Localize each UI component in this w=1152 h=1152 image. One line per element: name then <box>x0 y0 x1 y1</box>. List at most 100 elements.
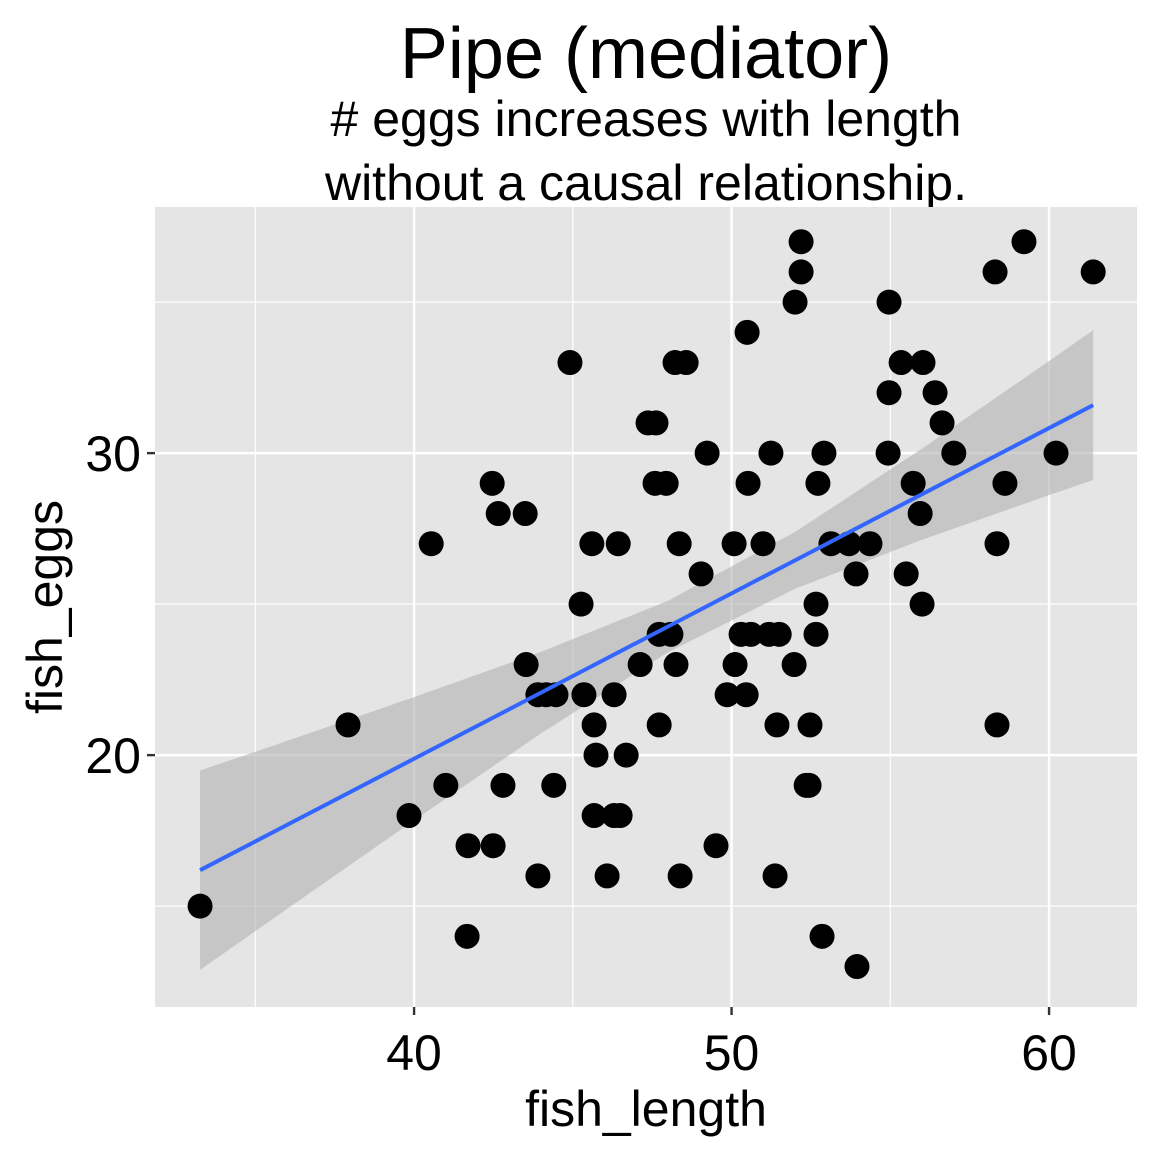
confidence-band-group <box>200 330 1094 970</box>
data-point <box>809 923 835 949</box>
data-point <box>583 742 609 768</box>
data-point <box>734 319 760 345</box>
chart-title: Pipe (mediator) <box>400 14 892 94</box>
data-point <box>601 682 627 708</box>
data-point <box>764 712 790 738</box>
data-point <box>571 682 597 708</box>
data-point <box>929 410 955 436</box>
data-point <box>433 772 459 798</box>
axes: 40 50 60 20 30 <box>85 426 1076 1081</box>
data-point <box>666 531 692 557</box>
x-tick-label: 50 <box>704 1025 760 1081</box>
data-point <box>876 380 902 406</box>
data-point <box>454 923 480 949</box>
data-point <box>721 531 747 557</box>
data-point <box>796 772 822 798</box>
data-point <box>607 803 633 829</box>
data-point <box>811 440 837 466</box>
data-point <box>581 803 607 829</box>
data-point <box>758 440 784 466</box>
data-point <box>627 652 653 678</box>
data-point <box>485 501 511 527</box>
data-point <box>984 531 1010 557</box>
data-point <box>643 410 669 436</box>
data-point <box>843 561 869 587</box>
data-point <box>1080 259 1106 285</box>
data-point <box>418 531 444 557</box>
data-point <box>513 652 539 678</box>
data-point <box>490 772 516 798</box>
y-tick-label: 30 <box>85 426 141 482</box>
data-point <box>875 440 901 466</box>
regression-line-group <box>199 403 1095 872</box>
data-point <box>876 289 902 315</box>
data-point <box>187 893 213 919</box>
chart-subtitle-line-2: without a causal relationship. <box>324 155 967 211</box>
data-point <box>455 833 481 859</box>
data-point <box>541 772 567 798</box>
data-point <box>733 682 759 708</box>
data-point <box>888 350 914 376</box>
x-tick-label: 40 <box>386 1025 442 1081</box>
data-point <box>857 531 883 557</box>
data-point <box>984 712 1010 738</box>
data-point <box>714 682 740 708</box>
data-point <box>893 561 919 587</box>
data-point <box>694 440 720 466</box>
data-point <box>557 350 583 376</box>
data-point <box>512 501 538 527</box>
data-point <box>738 621 764 647</box>
data-point <box>579 531 605 557</box>
data-point <box>750 531 776 557</box>
data-point <box>805 470 831 496</box>
data-point <box>646 712 672 738</box>
data-point <box>673 350 699 376</box>
data-point <box>992 470 1018 496</box>
confidence-band <box>200 330 1094 970</box>
data-point <box>910 350 936 376</box>
data-point <box>722 652 748 678</box>
points-group <box>187 229 1106 980</box>
data-point <box>766 621 792 647</box>
y-tick-label: 20 <box>85 728 141 784</box>
data-point <box>613 742 639 768</box>
data-point <box>335 712 361 738</box>
data-point <box>525 863 551 889</box>
data-point <box>688 561 714 587</box>
x-tick-label: 60 <box>1021 1025 1077 1081</box>
data-point <box>663 652 689 678</box>
chart-subtitle-line-1: # eggs increases with length <box>331 91 962 147</box>
data-point <box>788 259 814 285</box>
data-point <box>396 803 422 829</box>
data-point <box>1011 229 1037 255</box>
data-point <box>594 863 620 889</box>
data-point <box>480 833 506 859</box>
data-point <box>653 470 679 496</box>
data-point <box>900 470 926 496</box>
data-point <box>941 440 967 466</box>
data-point <box>479 470 505 496</box>
data-point <box>735 470 761 496</box>
data-point <box>1043 440 1069 466</box>
data-point <box>581 712 607 738</box>
data-point <box>844 954 870 980</box>
data-point <box>982 259 1008 285</box>
data-point <box>907 501 933 527</box>
data-point <box>909 591 935 617</box>
x-axis-label: fish_length <box>525 1081 767 1137</box>
data-point <box>803 591 829 617</box>
data-point <box>781 652 807 678</box>
data-point <box>703 833 729 859</box>
data-point <box>788 229 814 255</box>
data-point <box>922 380 948 406</box>
regression-line <box>199 403 1095 872</box>
data-point <box>568 591 594 617</box>
data-point <box>667 863 693 889</box>
data-point <box>797 712 823 738</box>
data-point <box>803 621 829 647</box>
y-axis-label: fish_eggs <box>17 500 73 714</box>
data-point <box>782 289 808 315</box>
data-point <box>762 863 788 889</box>
data-point <box>605 531 631 557</box>
